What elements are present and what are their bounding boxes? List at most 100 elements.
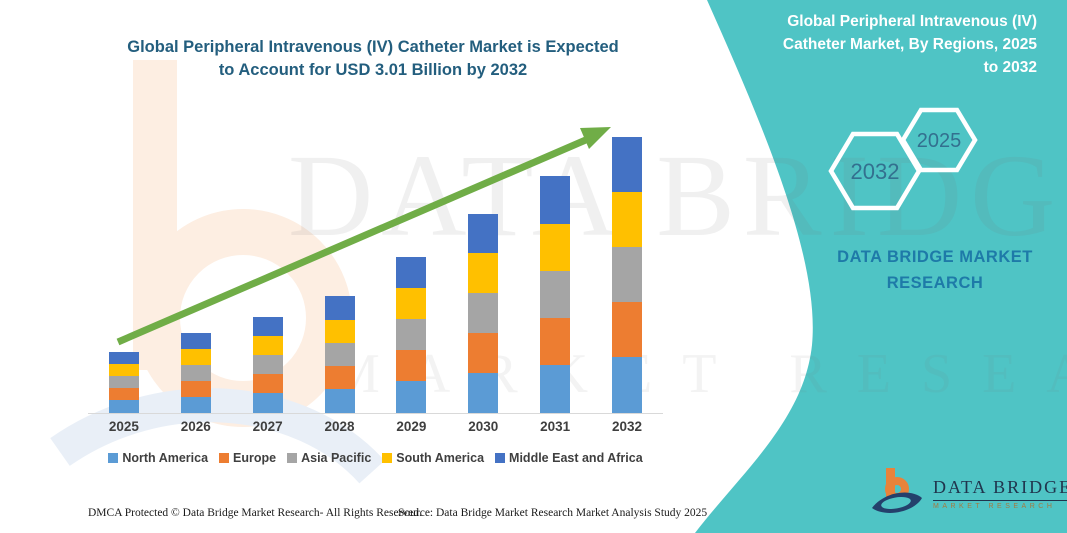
forecast-hexagons: 2032 2025	[828, 107, 978, 211]
bar-segment-europe	[108, 388, 139, 400]
bar-segment-middle-east-and-africa	[180, 333, 211, 349]
legend-item-asia-pacific: Asia Pacific	[287, 451, 371, 465]
bar-segment-middle-east-and-africa	[468, 214, 499, 253]
bar-segment-europe	[180, 381, 211, 397]
side-panel-title-line1: Global Peripheral Intravenous (IV)	[787, 13, 1037, 30]
bar-column-2031	[519, 118, 591, 413]
databridge-logo: DATA BRIDGE MARKET RESEARCH	[868, 466, 1067, 520]
x-axis-label-2031: 2031	[540, 419, 571, 434]
x-axis-label-2029: 2029	[396, 419, 427, 434]
stacked-bar-2025	[108, 352, 139, 413]
stacked-bar-2029	[396, 257, 427, 413]
bar-segment-europe	[540, 318, 571, 365]
bar-segment-europe	[468, 333, 499, 373]
bar-segment-asia-pacific	[108, 376, 139, 388]
footer-source: Source: Data Bridge Market Research Mark…	[398, 507, 708, 519]
x-axis-label-2028: 2028	[324, 419, 355, 434]
bar-column-2028	[304, 118, 376, 413]
logo-b-icon	[872, 468, 922, 513]
bar-segment-asia-pacific	[180, 365, 211, 381]
legend-label: Asia Pacific	[301, 451, 372, 465]
bar-segment-middle-east-and-africa	[612, 137, 643, 192]
stacked-bar-2030	[468, 214, 499, 413]
legend-swatch-icon	[287, 453, 298, 463]
bar-column-2027	[232, 118, 304, 413]
brand-text: DATA BRIDGE MARKET RESEARCH	[795, 244, 1067, 296]
logo-text: DATA BRIDGE MARKET RESEARCH	[933, 477, 1067, 510]
bar-segment-north-america	[612, 357, 643, 413]
stacked-bar-2031	[540, 176, 571, 413]
bar-segment-south-america	[324, 320, 355, 343]
logo-subtitle: MARKET RESEARCH	[933, 502, 1056, 510]
legend-swatch-icon	[108, 453, 119, 463]
bar-segment-middle-east-and-africa	[108, 352, 139, 364]
bar-segment-north-america	[252, 393, 283, 413]
bar-segment-north-america	[396, 381, 427, 413]
hexagon-2032-label: 2032	[851, 159, 900, 184]
chart-title-line1: Global Peripheral Intravenous (IV) Cathe…	[127, 38, 619, 56]
bar-segment-south-america	[612, 192, 643, 247]
hexagon-2025-label: 2025	[917, 130, 962, 152]
bar-segment-middle-east-and-africa	[540, 176, 571, 224]
bar-segment-south-america	[180, 349, 211, 365]
bar-segment-asia-pacific	[396, 319, 427, 350]
chart-title: Global Peripheral Intravenous (IV) Cathe…	[95, 36, 651, 82]
bar-column-2025	[88, 118, 160, 413]
x-axis-label-2032: 2032	[612, 419, 643, 434]
legend-label: North America	[122, 451, 209, 465]
footer-dmca: DMCA Protected © Data Bridge Market Rese…	[88, 507, 422, 519]
bar-column-2032	[591, 118, 663, 413]
bar-segment-europe	[396, 350, 427, 381]
bar-segment-europe	[612, 302, 643, 357]
bar-segment-south-america	[108, 364, 139, 376]
brand-text-line2: RESEARCH	[886, 274, 984, 292]
bar-segment-south-america	[252, 336, 283, 355]
logo-title: DATA BRIDGE	[933, 477, 1067, 501]
bar-segment-south-america	[540, 224, 571, 271]
bar-column-2026	[160, 118, 232, 413]
bar-segment-middle-east-and-africa	[396, 257, 427, 288]
bar-segment-south-america	[396, 288, 427, 319]
bar-column-2030	[447, 118, 519, 413]
bar-segment-asia-pacific	[468, 293, 499, 333]
bar-segment-europe	[324, 366, 355, 389]
bar-segment-north-america	[324, 389, 355, 413]
side-panel-title-line2: Catheter Market, By Regions, 2025	[782, 36, 1037, 53]
stacked-bar-2032	[612, 137, 643, 413]
bar-segment-north-america	[468, 373, 499, 413]
stacked-bar-2028	[324, 296, 355, 413]
brand-text-line1: DATA BRIDGE MARKET	[837, 248, 1033, 266]
side-panel-title-line3: to 2032	[983, 59, 1037, 76]
bar-segment-south-america	[468, 253, 499, 293]
bar-segment-europe	[252, 374, 283, 393]
bar-segment-asia-pacific	[540, 271, 571, 318]
chart-legend: North America Europe Asia Pacific South Ame…	[88, 451, 663, 465]
bar-segment-middle-east-and-africa	[252, 317, 283, 336]
bar-segment-north-america	[180, 397, 211, 413]
stacked-bar-2027	[252, 317, 283, 413]
legend-swatch-icon	[382, 453, 393, 463]
x-axis-label-2030: 2030	[468, 419, 499, 434]
legend-item-south-america: South America	[382, 451, 484, 465]
bar-column-2029	[376, 118, 448, 413]
stacked-bar-2026	[180, 333, 211, 413]
x-axis-label-2027: 2027	[252, 419, 283, 434]
bar-segment-middle-east-and-africa	[324, 296, 355, 320]
bars-row	[88, 118, 663, 413]
legend-label: Europe	[233, 451, 277, 465]
side-panel-title: Global Peripheral Intravenous (IV) Cathe…	[725, 10, 1037, 79]
legend-swatch-icon	[219, 453, 230, 463]
legend-item-north-america: North America	[108, 451, 208, 465]
legend-item-europe: Europe	[219, 451, 276, 465]
x-axis-label-2026: 2026	[180, 419, 211, 434]
bar-segment-north-america	[540, 365, 571, 413]
legend-label: Middle East and Africa	[509, 451, 643, 465]
chart-plot-area	[88, 118, 663, 414]
legend-swatch-icon	[495, 453, 506, 463]
bar-segment-asia-pacific	[252, 355, 283, 374]
bar-segment-north-america	[108, 400, 139, 413]
bar-segment-asia-pacific	[612, 247, 643, 302]
chart-title-line2: to Account for USD 3.01 Billion by 2032	[218, 61, 528, 79]
